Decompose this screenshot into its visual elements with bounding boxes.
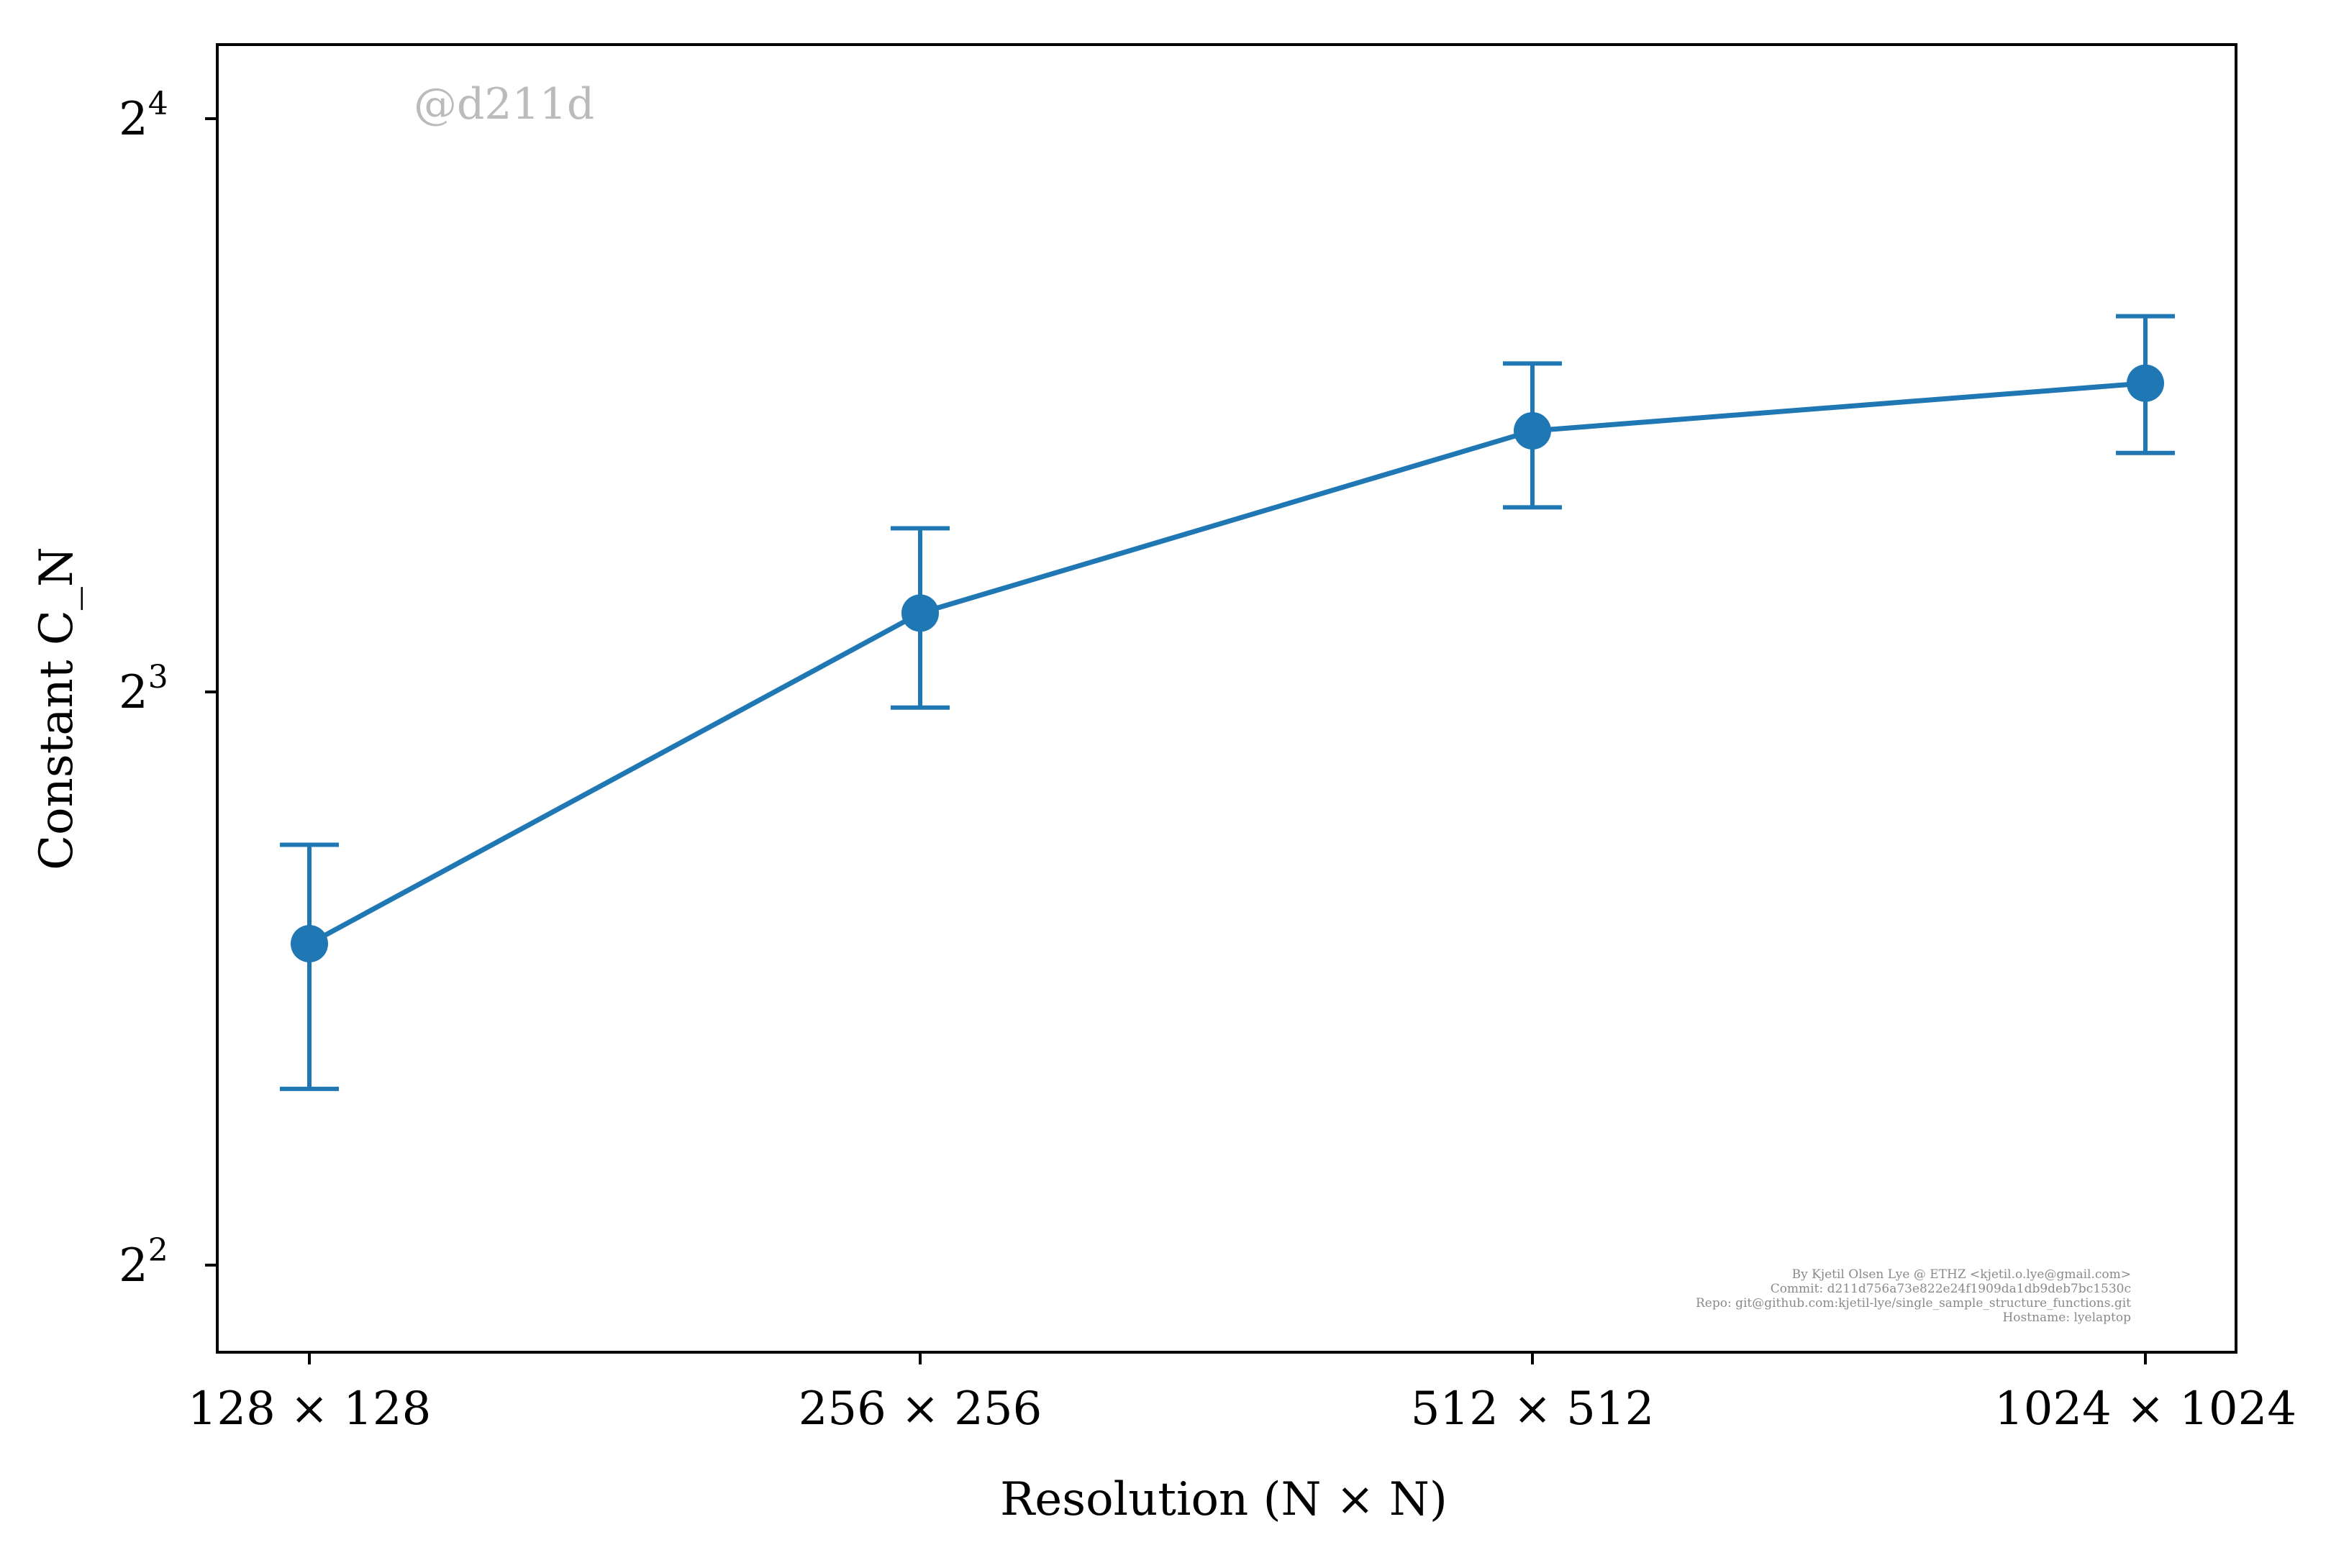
x-tick-label: 256 × 256 — [799, 1382, 1042, 1436]
x-tick-label: 1024 × 1024 — [1994, 1382, 2296, 1436]
series-layer — [280, 314, 2175, 1091]
y-axis-title: Constant C_N — [30, 547, 83, 870]
data-point — [291, 925, 328, 963]
data-point — [1514, 411, 1551, 450]
series-line — [308, 380, 2146, 947]
y-tick-label: 22 — [119, 1232, 168, 1293]
credit-line: Repo: git@github.com:kjetil-lye/single_s… — [1696, 1296, 2131, 1311]
axes-layer: 128 × 128 256 × 256 512 × 512 1024 × 1024 22… — [119, 43, 2296, 1436]
watermark: @d211d — [414, 79, 594, 129]
y-tick-label: 23 — [119, 659, 168, 719]
data-point — [2127, 364, 2164, 402]
credits-block: By Kjetil Olsen Lye @ ETHZ <kjetil.o.lye… — [1696, 1267, 2131, 1325]
x-axis-title: Resolution (N × N) — [1000, 1473, 1448, 1526]
credit-line: Commit: d211d756a73e822e24f1909da1db9deb… — [1771, 1282, 2131, 1296]
x-tick-label: 512 × 512 — [1411, 1382, 1655, 1436]
y-tick-label: 24 — [119, 86, 168, 146]
plot-frame — [216, 43, 2237, 1354]
data-point — [901, 594, 939, 632]
credit-line: Hostname: lyelaptop — [2002, 1311, 2131, 1325]
credit-line: By Kjetil Olsen Lye @ ETHZ <kjetil.o.lye… — [1792, 1267, 2131, 1282]
x-tick-label: 128 × 128 — [188, 1382, 432, 1436]
